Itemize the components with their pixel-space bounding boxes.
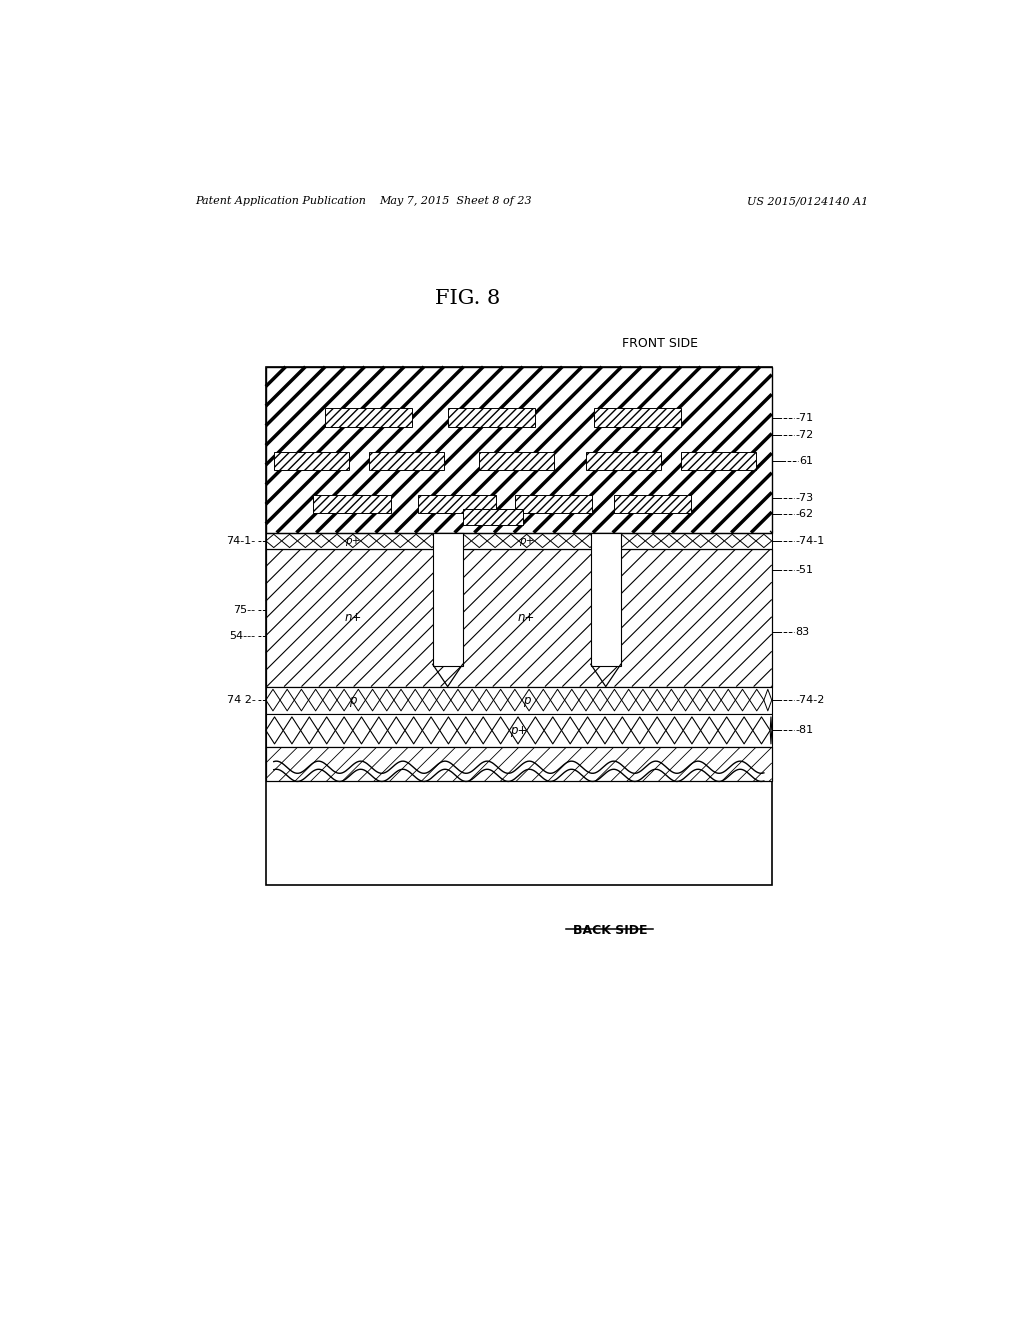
Text: BACK SIDE: BACK SIDE bbox=[572, 924, 646, 937]
Bar bbox=[325, 408, 412, 426]
Bar bbox=[586, 453, 660, 470]
Bar bbox=[463, 510, 522, 524]
Bar bbox=[266, 747, 771, 781]
Bar bbox=[273, 453, 348, 470]
Bar bbox=[266, 367, 771, 886]
Text: 74 2-: 74 2- bbox=[226, 696, 256, 705]
Text: p: p bbox=[523, 693, 530, 706]
Text: 83: 83 bbox=[795, 627, 809, 636]
Text: Patent Application Publication: Patent Application Publication bbox=[195, 197, 365, 206]
Bar bbox=[590, 533, 621, 667]
Text: -51: -51 bbox=[795, 565, 813, 574]
Bar bbox=[515, 495, 592, 513]
Bar bbox=[266, 714, 771, 747]
Text: 61: 61 bbox=[799, 457, 812, 466]
Text: 75--: 75-- bbox=[233, 605, 256, 615]
Bar bbox=[266, 686, 771, 714]
Bar bbox=[479, 453, 554, 470]
Bar bbox=[418, 495, 495, 513]
Bar bbox=[266, 747, 771, 781]
Text: -72: -72 bbox=[795, 430, 813, 440]
Bar bbox=[313, 495, 390, 513]
Text: -74-2: -74-2 bbox=[795, 696, 824, 705]
Bar bbox=[432, 533, 463, 667]
Bar bbox=[266, 367, 771, 533]
Text: -62: -62 bbox=[795, 510, 813, 519]
Text: FIG. 8: FIG. 8 bbox=[434, 289, 499, 308]
Text: -73: -73 bbox=[795, 492, 813, 503]
Text: -74-1: -74-1 bbox=[795, 536, 824, 546]
Text: p+: p+ bbox=[344, 536, 360, 546]
Text: p+: p+ bbox=[519, 536, 534, 546]
Bar bbox=[266, 533, 771, 549]
Text: p+: p+ bbox=[510, 723, 527, 737]
Bar bbox=[368, 453, 443, 470]
Text: n+: n+ bbox=[343, 611, 361, 624]
Text: FRONT SIDE: FRONT SIDE bbox=[622, 338, 698, 351]
Text: May 7, 2015  Sheet 8 of 23: May 7, 2015 Sheet 8 of 23 bbox=[379, 197, 531, 206]
Text: 74-1-: 74-1- bbox=[226, 536, 256, 546]
Text: -71: -71 bbox=[795, 413, 813, 422]
Bar bbox=[447, 408, 534, 426]
Bar bbox=[266, 549, 771, 686]
Bar bbox=[613, 495, 691, 513]
Bar bbox=[266, 367, 771, 533]
Bar bbox=[681, 453, 755, 470]
Text: p: p bbox=[348, 693, 357, 706]
Bar bbox=[266, 549, 771, 686]
Text: n+: n+ bbox=[518, 611, 535, 624]
Text: 54---: 54--- bbox=[229, 631, 256, 640]
Text: -81: -81 bbox=[795, 726, 813, 735]
Text: US 2015/0124140 A1: US 2015/0124140 A1 bbox=[746, 197, 867, 206]
Bar bbox=[593, 408, 681, 426]
